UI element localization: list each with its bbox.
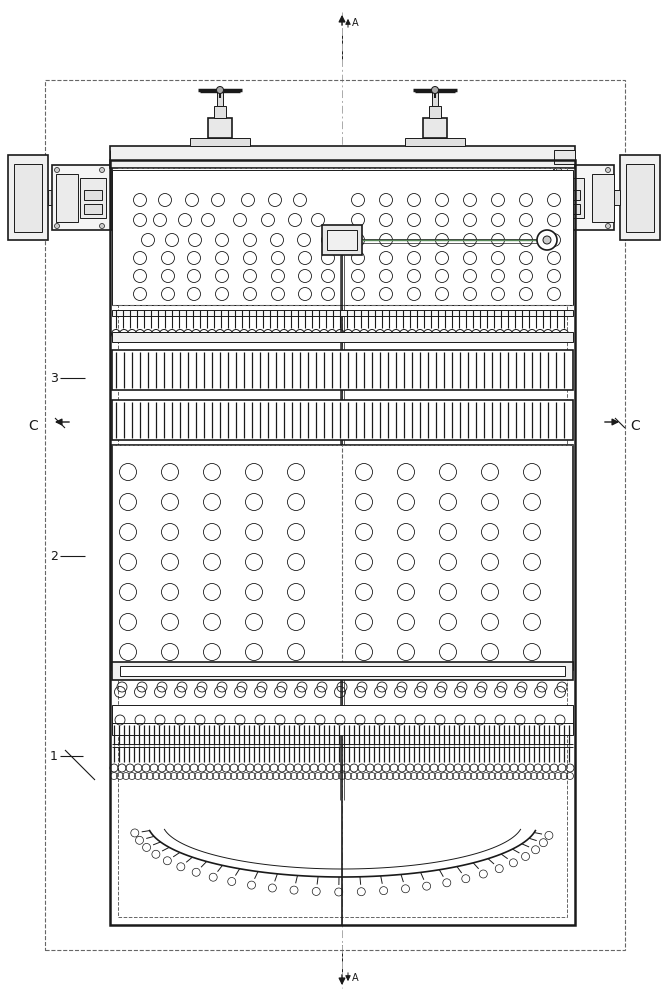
Bar bbox=[84, 190, 102, 200]
Circle shape bbox=[556, 167, 562, 172]
Circle shape bbox=[537, 230, 557, 250]
Bar bbox=[45, 80, 625, 950]
Bar bbox=[190, 138, 250, 146]
Bar bbox=[217, 92, 223, 106]
Bar bbox=[8, 155, 48, 240]
Text: 3: 3 bbox=[50, 372, 58, 385]
Bar bbox=[14, 164, 42, 232]
Text: C: C bbox=[630, 419, 640, 433]
Circle shape bbox=[606, 167, 610, 172]
Bar bbox=[429, 106, 441, 118]
Bar bbox=[112, 400, 573, 440]
Text: A: A bbox=[352, 973, 359, 983]
Bar bbox=[52, 165, 112, 230]
Bar bbox=[112, 445, 573, 670]
Bar bbox=[214, 106, 226, 118]
Bar bbox=[626, 164, 654, 232]
Circle shape bbox=[556, 224, 562, 229]
Bar bbox=[327, 230, 357, 250]
Bar bbox=[322, 225, 362, 255]
Circle shape bbox=[543, 236, 551, 244]
Bar bbox=[554, 165, 614, 230]
Circle shape bbox=[99, 224, 105, 229]
Bar bbox=[120, 666, 565, 676]
Bar bbox=[112, 705, 573, 735]
Bar bbox=[558, 178, 584, 218]
Circle shape bbox=[217, 87, 223, 94]
Bar bbox=[423, 118, 447, 138]
Bar bbox=[112, 662, 573, 680]
Circle shape bbox=[606, 224, 610, 229]
Bar bbox=[432, 92, 438, 106]
Bar bbox=[208, 118, 232, 138]
Bar bbox=[56, 174, 78, 222]
Bar bbox=[112, 170, 573, 305]
Bar bbox=[562, 190, 580, 200]
Bar bbox=[118, 168, 567, 917]
Bar bbox=[84, 204, 102, 214]
Bar bbox=[112, 350, 573, 390]
Bar bbox=[110, 160, 575, 925]
Text: C: C bbox=[28, 419, 38, 433]
Bar bbox=[112, 310, 573, 316]
Circle shape bbox=[99, 167, 105, 172]
Bar bbox=[562, 204, 580, 214]
Bar bbox=[608, 190, 620, 205]
Bar bbox=[110, 146, 575, 168]
Circle shape bbox=[55, 167, 59, 172]
Bar bbox=[554, 150, 575, 164]
Circle shape bbox=[432, 87, 438, 94]
Text: 1: 1 bbox=[50, 750, 58, 763]
Bar bbox=[620, 155, 660, 240]
Text: A: A bbox=[352, 18, 359, 28]
Bar bbox=[112, 332, 573, 342]
Bar bbox=[405, 138, 465, 146]
Bar bbox=[48, 190, 60, 205]
Text: 2: 2 bbox=[50, 550, 58, 563]
Bar bbox=[80, 178, 106, 218]
Bar bbox=[592, 174, 614, 222]
Circle shape bbox=[55, 224, 59, 229]
